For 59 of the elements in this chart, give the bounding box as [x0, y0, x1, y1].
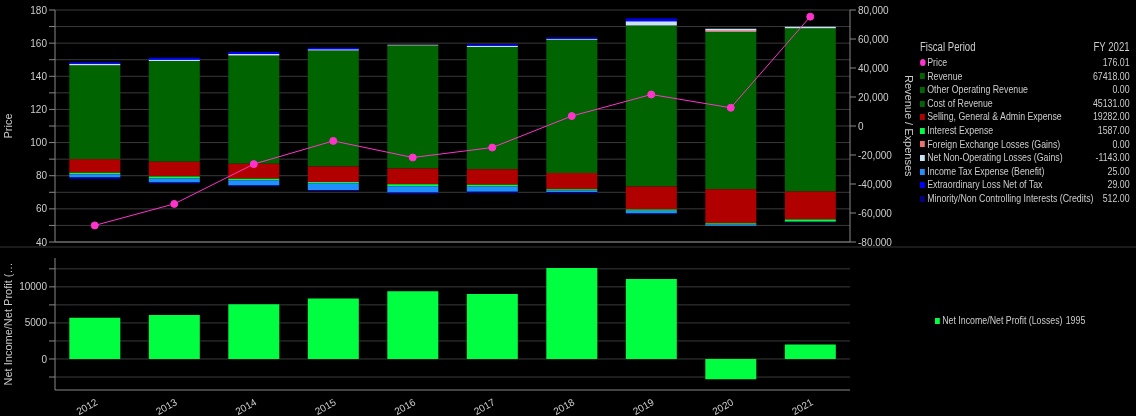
y-tick-label: 10000 — [19, 281, 48, 293]
legend-label: Extraordinary Loss Net of Tax — [926, 178, 1043, 192]
legend-label: Foreign Exchange Losses (Gains) — [926, 137, 1061, 152]
legend-label: Revenue — [926, 69, 963, 84]
x-tick-label: 2015 — [313, 396, 339, 416]
text: 45131.00 — [1092, 96, 1130, 111]
legend-label: Selling, General & Admin Expense — [926, 110, 1062, 124]
y-tick-label: 40 — [35, 236, 48, 248]
y-tick-label: 160 — [30, 37, 48, 49]
text: -1143.00 — [1095, 151, 1130, 165]
text: 1995 — [1065, 314, 1086, 328]
legend-label: Other Operating Revenue — [926, 83, 1028, 97]
y2-tick-label: -60,000 — [858, 207, 893, 219]
text: 67418.00 — [1092, 69, 1130, 84]
x-tick-label: 2014 — [233, 396, 259, 416]
y-tick-label: 80 — [35, 170, 48, 182]
x-tick-label: 2021 — [790, 396, 816, 416]
y2-tick-label: -20,000 — [858, 149, 893, 161]
y-tick-label: 0 — [41, 353, 48, 365]
text: 0.00 — [1112, 83, 1130, 97]
y-tick-label: 100 — [30, 137, 48, 149]
y-axis-title: Price — [1, 113, 14, 139]
y-tick-label: 60 — [35, 203, 48, 215]
text: FY 2021 — [1093, 40, 1130, 54]
legend-label: Net Income/Net Profit (Losses) — [941, 314, 1063, 328]
text: 176.01 — [1102, 56, 1130, 70]
x-tick-label: 2020 — [710, 396, 736, 416]
text: 29.00 — [1107, 178, 1130, 192]
text: 25.00 — [1107, 164, 1130, 179]
y2-tick-label: 40,000 — [858, 62, 890, 74]
y-tick-label: 180 — [30, 4, 48, 16]
text: 1587.00 — [1097, 123, 1130, 138]
text: 19282.00 — [1092, 110, 1130, 124]
legend-label: Price — [926, 56, 948, 70]
x-tick-label: 2012 — [74, 396, 100, 416]
x-tick-label: 2016 — [392, 396, 418, 416]
y2-tick-label: -80,000 — [858, 236, 893, 248]
y2-tick-label: -40,000 — [858, 178, 893, 190]
text: 512.00 — [1102, 191, 1130, 206]
legend-label: Minority/Non Controlling Interests (Credits) — [926, 191, 1094, 206]
y-axis-title: Net Income/Net Profit (… — [1, 262, 14, 386]
y2-tick-label: 0 — [858, 120, 864, 132]
text: 0.00 — [1112, 137, 1130, 152]
x-tick-label: 2017 — [472, 396, 498, 416]
legend-label: Income Tax Expense (Benefit) — [926, 164, 1045, 179]
y2-tick-label: 80,000 — [858, 4, 890, 16]
y2-tick-label: 20,000 — [858, 91, 890, 103]
y-tick-label: 5000 — [24, 317, 48, 329]
y-tick-label: 120 — [30, 103, 48, 115]
x-tick-label: 2018 — [551, 396, 577, 416]
y2-tick-label: 60,000 — [858, 33, 890, 45]
x-tick-label: 2019 — [631, 396, 657, 416]
x-tick-label: 2013 — [154, 396, 180, 416]
legend-title: Fiscal Period — [920, 40, 976, 54]
legend-label: Net Non-Operating Losses (Gains) — [926, 151, 1063, 165]
legend-label: Interest Expense — [926, 123, 994, 138]
y2-axis-title: Revenue / Expenses — [903, 75, 915, 177]
y-tick-label: 140 — [30, 70, 48, 82]
legend-label: Cost of Revenue — [926, 96, 993, 111]
